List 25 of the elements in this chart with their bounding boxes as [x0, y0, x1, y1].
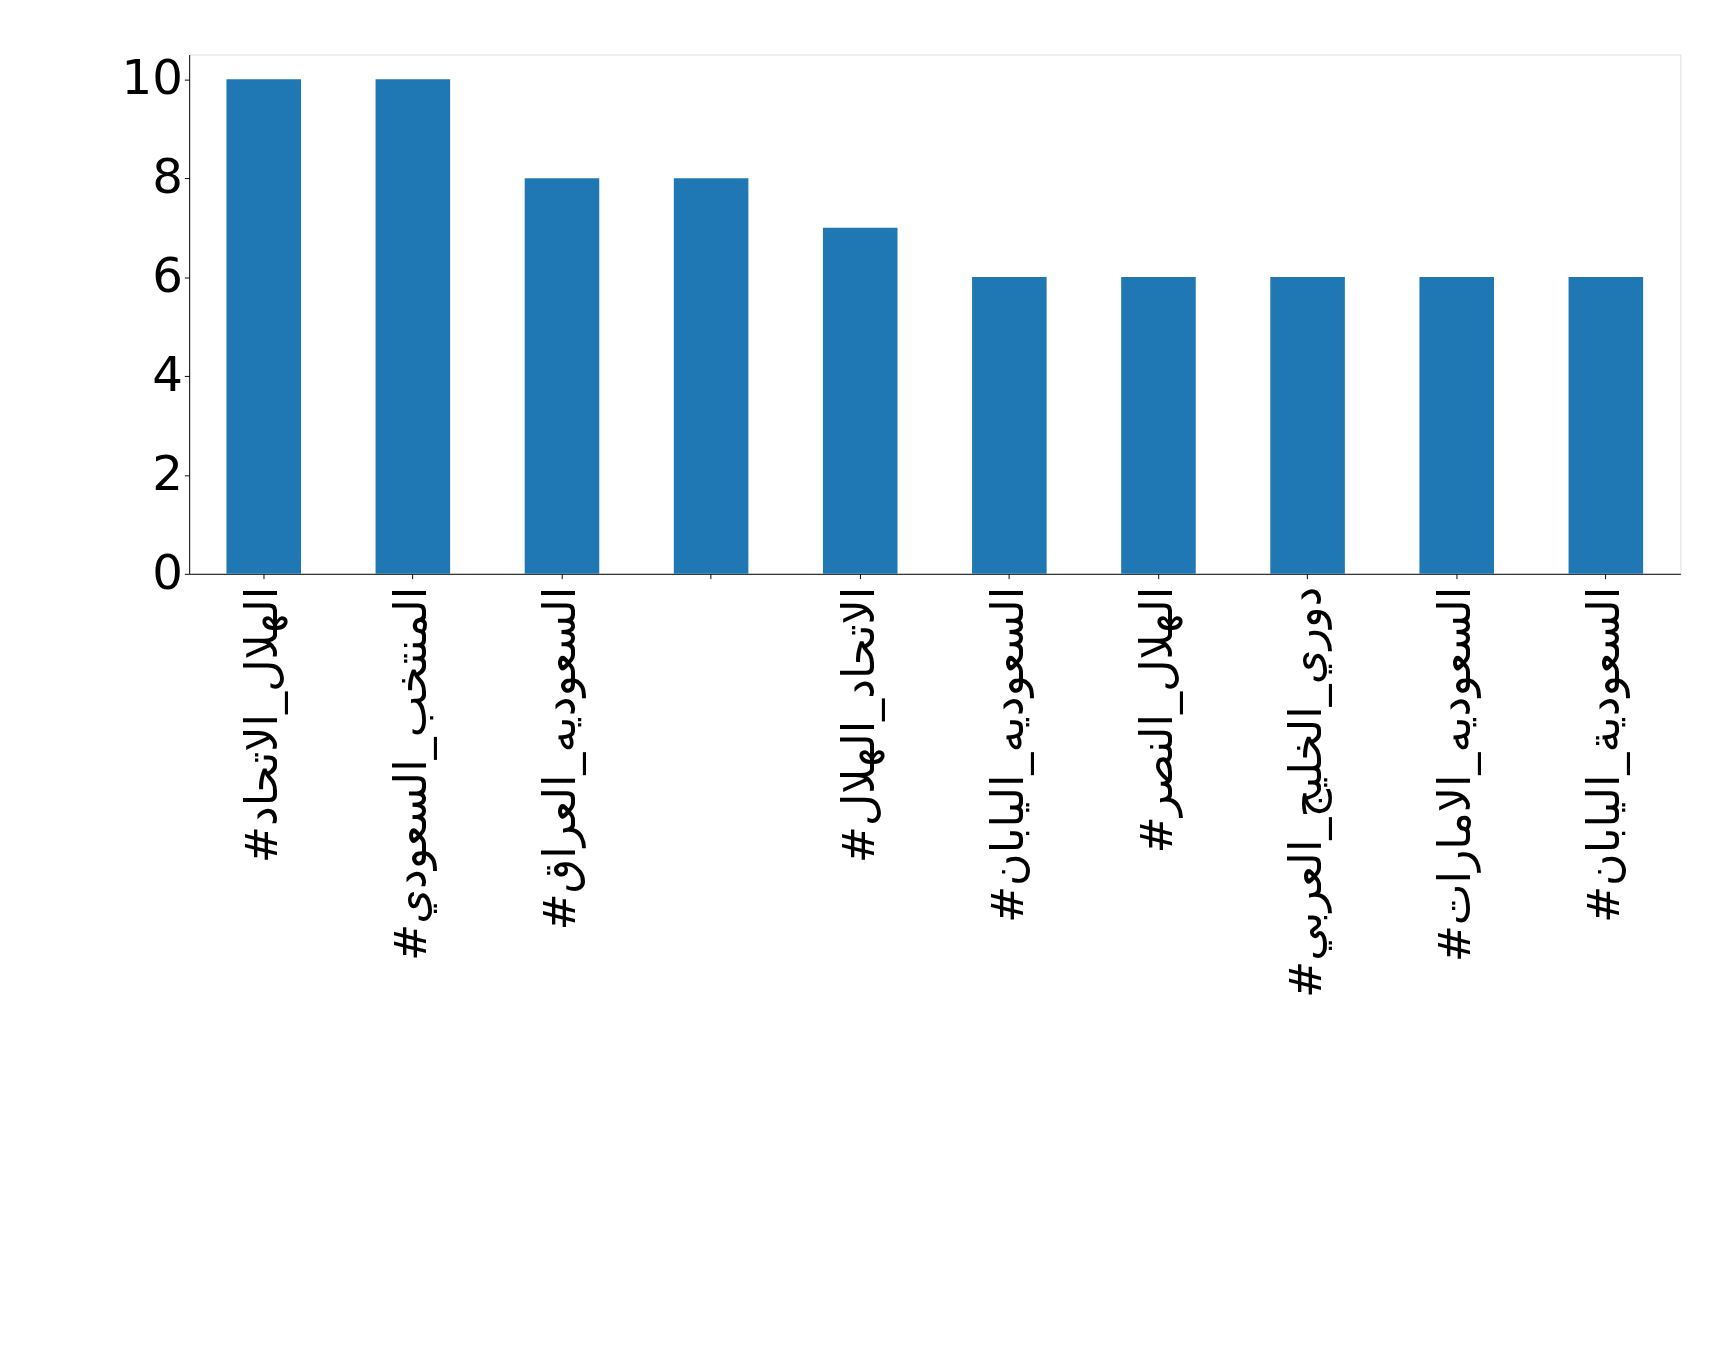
- y-tick-label: 8: [152, 148, 183, 205]
- y-tick-label: 4: [152, 345, 183, 402]
- x-tick-label: #دوري_الخليج_العربي: [1280, 586, 1333, 999]
- x-tick-label: #السعودية_اليابان: [1578, 586, 1631, 924]
- bar: [972, 277, 1047, 574]
- x-tick-label: #الاتحاد_الهلال: [832, 586, 885, 864]
- bar: [1568, 277, 1644, 574]
- bar: [375, 79, 451, 574]
- y-tick-label: 0: [152, 543, 183, 600]
- bar: [822, 227, 898, 574]
- x-tick-label: #المنتخب_السعودي: [385, 586, 438, 961]
- x-tick-label: #السعوديه_الامارات: [1429, 586, 1482, 963]
- y-tick-label: 6: [152, 247, 183, 304]
- y-tick-label: 10: [121, 49, 183, 106]
- bar: [1419, 277, 1494, 574]
- x-tick-label: #الهلال_النصر: [1130, 586, 1183, 854]
- bar: [524, 178, 600, 574]
- x-tick-label: #السعوديه_العراق: [534, 586, 587, 931]
- x-tick-label: #السعوديه_اليابان: [981, 586, 1034, 924]
- bar: [1121, 277, 1196, 574]
- bar: [226, 79, 302, 574]
- bar: [673, 178, 749, 574]
- bar: [1270, 277, 1345, 574]
- x-tick-label: #الهلال_الاتحاد: [236, 586, 289, 864]
- y-tick-label: 2: [152, 444, 183, 501]
